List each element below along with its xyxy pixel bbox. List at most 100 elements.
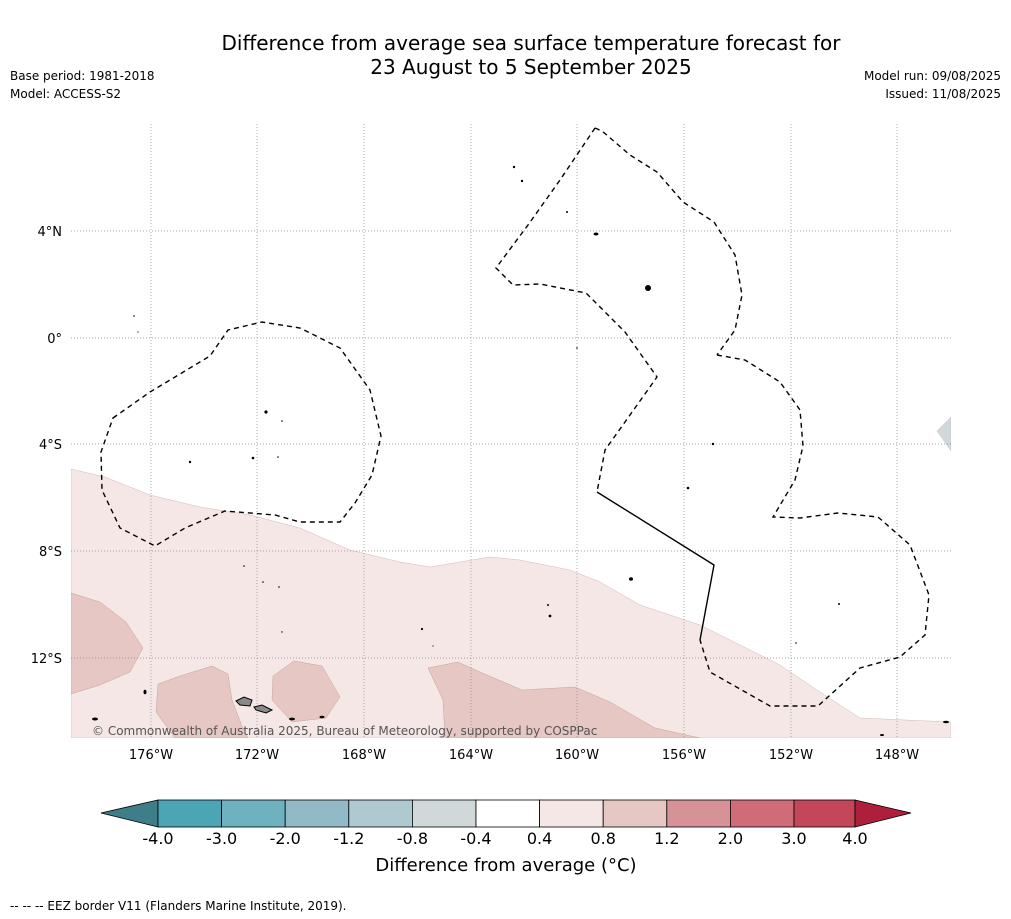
colorbar-swatch	[793, 799, 856, 828]
chart-title: Difference from average sea surface temp…	[0, 31, 1011, 79]
island-marker	[432, 645, 434, 647]
lat-label: 8°S	[39, 545, 62, 560]
colorbar-swatch	[284, 799, 350, 828]
eez-border-kiribati-west	[495, 127, 658, 493]
island-marker	[133, 315, 135, 317]
lon-label: 176°W	[129, 748, 173, 763]
island-marker	[838, 603, 840, 605]
island-marker	[548, 614, 552, 618]
lat-label: 12°S	[31, 652, 62, 667]
colorbar-swatch	[475, 799, 540, 828]
island-marker	[686, 486, 690, 490]
island-marker	[92, 717, 98, 721]
eez-border-kiribati-north	[594, 127, 743, 356]
colorbar-tick: -2.0	[270, 829, 301, 848]
lat-axis: 4°N 0° 4°S 8°S 12°S	[31, 225, 62, 667]
islands	[92, 165, 949, 736]
colorbar-extend-high	[854, 799, 912, 828]
island-marker	[629, 577, 633, 581]
island-marker	[281, 420, 283, 422]
meta-right: Model run: 09/08/2025 Issued: 11/08/2025	[864, 67, 1001, 103]
island-marker	[188, 460, 192, 464]
colorbar-swatch	[539, 799, 604, 828]
colorbar-tick: -0.8	[397, 829, 428, 848]
island-marker	[264, 410, 268, 414]
eez-footnote: -- -- -- EEZ border V11 (Flanders Marine…	[10, 899, 347, 913]
anomaly-shading	[71, 416, 951, 738]
colorbar-swatch	[602, 799, 668, 828]
colorbar-tick: 0.8	[590, 829, 615, 848]
island-marker	[420, 627, 424, 631]
colorbar-tick: -0.4	[460, 829, 491, 848]
lon-label: 152°W	[769, 748, 813, 763]
island-marker	[645, 285, 651, 291]
colorbar-tick: 0.4	[527, 829, 552, 848]
eez-border-tokelau	[100, 321, 382, 547]
lon-axis: 176°W 172°W 168°W 164°W 160°W 156°W 152°…	[129, 748, 919, 763]
island-marker	[547, 604, 549, 606]
lat-label: 0°	[47, 332, 62, 347]
lon-label: 160°W	[555, 748, 599, 763]
island-marker	[520, 179, 524, 183]
colorbar-tick: -1.2	[333, 829, 364, 848]
colorbar-tick: 1.2	[654, 829, 679, 848]
copyright-notice: © Commonwealth of Australia 2025, Bureau…	[92, 724, 598, 738]
title-line-1: Difference from average sea surface temp…	[221, 31, 841, 55]
island-marker	[262, 581, 264, 583]
anomaly-band-0.8-1.2-a	[155, 665, 249, 738]
lon-label: 148°W	[875, 748, 919, 763]
lon-label: 156°W	[662, 748, 706, 763]
colorbar-label: Difference from average (°C)	[375, 855, 637, 876]
island-upolu	[253, 704, 274, 714]
maritime-boundary-solid	[596, 491, 715, 641]
lat-label: 4°N	[38, 225, 63, 240]
island-marker	[593, 232, 599, 236]
island-marker	[795, 642, 797, 644]
lon-label: 164°W	[449, 748, 493, 763]
island-marker	[319, 715, 325, 719]
model-name: Model: ACCESS-S2	[10, 87, 122, 101]
island-savaii	[235, 696, 253, 707]
island-marker	[143, 689, 147, 695]
colorbar-tick: -3.0	[206, 829, 237, 848]
colorbar-swatch	[411, 799, 477, 828]
island-marker	[566, 211, 568, 213]
island-marker	[243, 565, 245, 567]
island-marker	[137, 331, 139, 333]
lon-label: 168°W	[342, 748, 386, 763]
colorbar-swatch	[221, 799, 286, 828]
lat-label: 4°S	[39, 438, 62, 453]
colorbar-tick: 2.0	[718, 829, 743, 848]
island-marker	[512, 165, 516, 169]
anomaly-band-negative	[936, 416, 951, 452]
island-marker	[289, 717, 295, 721]
colorbar-tick: 3.0	[781, 829, 806, 848]
island-marker	[943, 720, 949, 724]
anomaly-band-0.8-1.2-c	[427, 661, 701, 738]
island-marker	[278, 586, 280, 588]
colorbar-tick: 4.0	[842, 829, 867, 848]
colorbar-ticks: -4.0 -3.0 -2.0 -1.2 -0.8 -0.4 0.4 0.8 1.…	[142, 829, 867, 848]
colorbar	[100, 799, 912, 828]
anomaly-band-0.8-1.2-b	[271, 660, 341, 723]
island-marker	[576, 347, 578, 349]
island-marker	[880, 734, 884, 736]
colorbar-swatch	[666, 799, 731, 828]
title-line-2: 23 August to 5 September 2025	[370, 55, 692, 79]
island-marker	[711, 442, 715, 446]
island-marker	[251, 456, 255, 460]
colorbar-swatch	[730, 799, 795, 828]
island-marker	[277, 456, 279, 458]
eez-borders	[100, 127, 930, 707]
lon-label: 172°W	[235, 748, 279, 763]
anomaly-band-0.8-1.2-west	[71, 592, 144, 695]
issued-date: Issued: 11/08/2025	[885, 87, 1001, 101]
colorbar-extend-low	[100, 799, 159, 828]
graticule	[71, 124, 951, 738]
colorbar-swatch	[157, 799, 222, 828]
model-run: Model run: 09/08/2025	[863, 69, 1001, 83]
colorbar-tick: -4.0	[142, 829, 173, 848]
base-period: Base period: 1981-2018	[10, 69, 155, 83]
meta-left: Base period: 1981-2018 Model: ACCESS-S2	[10, 67, 155, 103]
